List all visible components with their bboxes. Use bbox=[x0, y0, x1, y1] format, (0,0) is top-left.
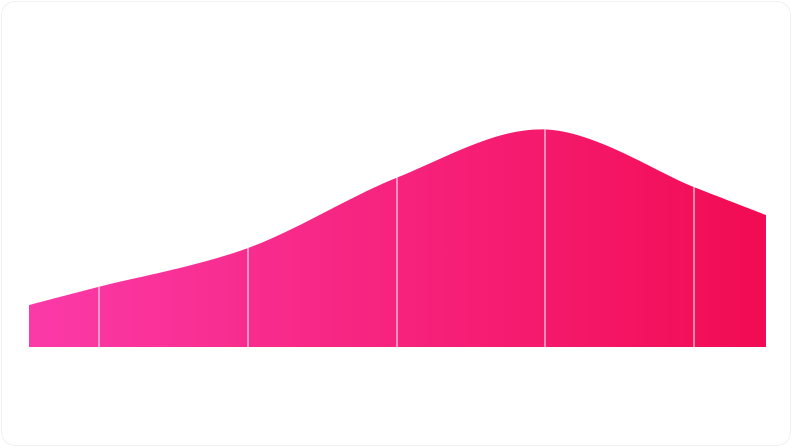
value-label-2024: 16,997 bbox=[525, 102, 565, 117]
nielsen-logo: Nielsen bbox=[672, 406, 758, 429]
chart-subtitle: Total viewing minutes (in millions) spor… bbox=[30, 111, 381, 126]
x-tick-label-2022: 2022 bbox=[235, 363, 262, 377]
x-tick-label-2023: 2023 bbox=[384, 363, 411, 377]
nielsen-logo-text: Nielsen bbox=[691, 406, 758, 428]
x-tick-label-2021: 2021 bbox=[86, 363, 113, 377]
x-tick-label-2025: 2025 bbox=[681, 363, 708, 377]
value-label-2021: 4,700 bbox=[83, 260, 116, 275]
value-label-2023: 13,231 bbox=[377, 151, 417, 166]
x-tick-label-2024: 2024 bbox=[532, 363, 559, 377]
source-note: Source: Nielsen Streaming Content Rating… bbox=[30, 415, 217, 425]
nielsen-logo-icon bbox=[673, 411, 686, 424]
chart-title: Growing slate of streaming sports docs g… bbox=[30, 36, 571, 96]
value-label-2022: 7,731 bbox=[232, 221, 265, 236]
value-label-2025: 12,492 bbox=[674, 160, 714, 175]
